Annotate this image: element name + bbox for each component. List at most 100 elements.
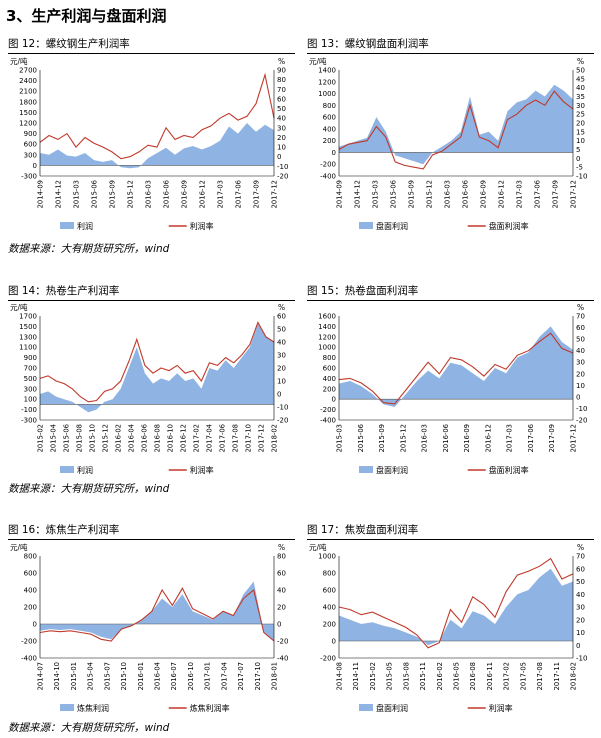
- x-tick-label: 2015-03: [336, 424, 344, 452]
- y-tick-label: 400: [323, 604, 336, 612]
- x-tick-label: 2014-09: [336, 180, 344, 208]
- legend-label: 炼焦利润: [77, 703, 109, 713]
- figure-14-chart: 元/吨 %-300-1001003005007009001100130015001…: [10, 302, 288, 475]
- y-tick-label: 1200: [318, 78, 336, 86]
- x-tick-label: 2015-06: [390, 180, 398, 208]
- y2-tick-label: 10: [576, 382, 585, 390]
- y-tick-label: 600: [24, 141, 37, 149]
- legend-label: 利润: [77, 465, 93, 475]
- legend-label: 利润: [77, 221, 93, 231]
- y-tick-label: -200: [21, 638, 37, 646]
- x-tick-label: 2017-08: [232, 424, 240, 452]
- line-series-盘面利润率: [338, 90, 574, 170]
- y-tick-label: 1500: [19, 109, 37, 117]
- x-tick-label: 2017-07: [237, 662, 245, 690]
- legend-label: 盘面利润: [376, 703, 408, 713]
- legend-label: 盘面利润率: [489, 221, 529, 231]
- y2-tick-label: -10: [576, 405, 587, 413]
- y2-tick-label: 30: [277, 124, 286, 132]
- y-tick-label: 400: [323, 125, 336, 133]
- y-tick-label: 600: [323, 587, 336, 595]
- y-axis-unit-label: 元/吨: [309, 542, 327, 552]
- section-title: 3、生产利润与盘面利润: [6, 7, 167, 25]
- y2-tick-label: 0: [576, 642, 580, 650]
- y2-tick-label: 70: [576, 553, 585, 561]
- figure-17-title: 图 17：焦炭盘面利润率: [307, 522, 594, 540]
- x-tick-label: 2015-06: [357, 424, 365, 452]
- y-tick-label: 800: [24, 553, 37, 561]
- figure-14-title: 图 14：热卷生产利润率: [8, 283, 295, 301]
- x-tick-label: 2018-01: [271, 662, 279, 690]
- x-tick-label: 2015-12: [426, 180, 434, 208]
- x-tick-label: 2017-09: [253, 180, 261, 208]
- y-tick-label: 500: [24, 375, 37, 383]
- x-tick-label: 2017-10: [245, 424, 253, 452]
- y2-tick-label: -10: [576, 655, 587, 663]
- y-tick-label: 1100: [19, 344, 37, 352]
- legend-label: 利润率: [489, 703, 513, 713]
- y-tick-label: -200: [320, 655, 336, 663]
- x-tick-label: 2015-02: [37, 424, 45, 452]
- x-tick-label: 2016-05: [453, 662, 461, 690]
- y2-tick-label: 50: [576, 336, 585, 344]
- y-tick-label: -200: [320, 406, 336, 414]
- x-tick-label: 2016-09: [480, 180, 488, 208]
- y-tick-label: -300: [21, 417, 37, 425]
- x-tick-label: 2016-02: [115, 424, 123, 452]
- y-tick-label: 0: [33, 162, 37, 170]
- x-tick-label: 2017-03: [506, 424, 514, 452]
- x-tick-label: 2016-01: [137, 662, 145, 690]
- x-tick-label: 2017-03: [217, 180, 225, 208]
- x-tick-label: 2014-11: [352, 662, 360, 690]
- x-tick-label: 2017-09: [552, 180, 560, 208]
- x-tick-label: 2016-06: [163, 180, 171, 208]
- x-tick-label: 2015-12: [399, 424, 407, 452]
- x-tick-label: 2015-03: [372, 180, 380, 208]
- x-tick-label: 2016-12: [199, 180, 207, 208]
- x-tick-label: 2016-04: [154, 662, 162, 690]
- area-series-盘面利润: [339, 568, 573, 646]
- x-tick-label: 2017-10: [254, 662, 262, 690]
- y2-tick-label: 10: [576, 629, 585, 637]
- area-series-炼焦利润: [40, 581, 274, 641]
- x-tick-label: 2015-09: [109, 180, 117, 208]
- y2-tick-label: 10: [277, 378, 286, 386]
- legend-label: 盘面利润率: [489, 465, 529, 475]
- y2-tick-label: 60: [576, 324, 585, 332]
- figure-12-title: 图 12：螺纹钢生产利润率: [8, 36, 295, 54]
- y2-tick-label: 20: [277, 604, 286, 612]
- y2-tick-label: -10: [277, 404, 288, 412]
- x-tick-label: 2017-06: [235, 180, 243, 208]
- area-series-利润: [40, 323, 274, 413]
- y2-tick-label: -20: [277, 173, 288, 181]
- y-tick-label: 900: [24, 130, 37, 138]
- source-note: 数据来源：大有期货研究所，wind: [8, 722, 170, 734]
- y2-tick-label: 0: [277, 153, 281, 161]
- y-tick-label: 1200: [318, 333, 336, 341]
- x-tick-label: 2016-02: [436, 662, 444, 690]
- y2-axis-unit-label: %: [577, 543, 584, 552]
- y-tick-label: 300: [24, 151, 37, 159]
- y-axis-unit-label: 元/吨: [10, 542, 28, 552]
- line-series-盘面利润率: [338, 332, 574, 405]
- y2-tick-label: 40: [277, 587, 286, 595]
- x-tick-label: 2016-07: [170, 662, 178, 690]
- legend-swatch-area: [60, 466, 74, 473]
- y2-tick-label: 40: [277, 115, 286, 123]
- y-tick-label: 1700: [19, 313, 37, 321]
- x-tick-label: 2017-02: [503, 662, 511, 690]
- y-axis-unit-label: 元/吨: [309, 56, 327, 66]
- x-tick-label: 2015-09: [408, 180, 416, 208]
- y-axis-unit-label: 元/吨: [10, 56, 28, 66]
- y2-tick-label: 50: [576, 578, 585, 586]
- y2-tick-label: 20: [576, 616, 585, 624]
- line-series-利润率: [39, 321, 275, 403]
- x-tick-label: 2016-10: [167, 424, 175, 452]
- y2-tick-label: 50: [277, 326, 286, 334]
- source-note: 数据来源：大有期货研究所，wind: [8, 243, 170, 255]
- y2-tick-label: 70: [576, 313, 585, 321]
- x-tick-label: 2017-11: [553, 662, 561, 690]
- x-tick-label: 2015-01: [70, 662, 78, 690]
- legend-swatch-area: [359, 222, 373, 229]
- y2-axis-unit-label: %: [278, 303, 285, 312]
